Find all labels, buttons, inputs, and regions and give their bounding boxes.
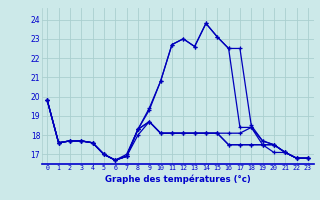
X-axis label: Graphe des températures (°c): Graphe des températures (°c)	[105, 174, 251, 184]
